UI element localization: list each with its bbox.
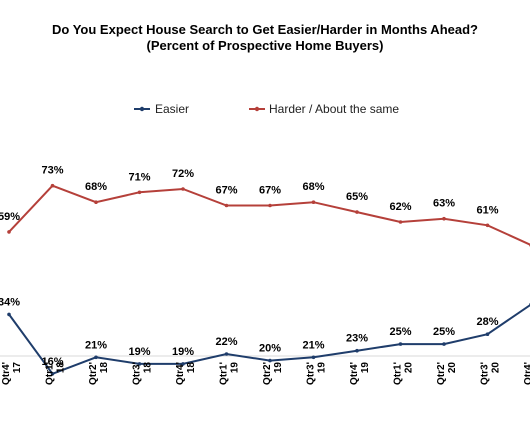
- x-tick-label: Qtr2'20: [436, 362, 458, 385]
- data-point-easier: [7, 312, 11, 317]
- data-label-easier: 25%: [433, 326, 455, 338]
- chart-title: Do You Expect House Search to Get Easier…: [0, 22, 530, 54]
- data-label-harder: 67%: [259, 185, 281, 197]
- data-point-easier: [94, 355, 98, 360]
- x-tick-label: Qtr3'20: [480, 362, 502, 385]
- data-label-easier: 23%: [346, 333, 368, 345]
- data-point-harder: [398, 220, 403, 224]
- data-label-harder: 73%: [41, 165, 63, 177]
- x-tick-label: Qtr4'18: [175, 362, 197, 385]
- data-label-harder: 61%: [476, 204, 498, 216]
- data-label-harder: 68%: [85, 181, 107, 193]
- data-point-harder: [7, 230, 11, 234]
- data-label-easier: 19%: [128, 346, 150, 358]
- chart-title-line: Do You Expect House Search to Get Easier…: [52, 22, 478, 37]
- x-tick-label: Qtr2'19: [262, 362, 284, 385]
- data-point-harder: [94, 200, 98, 204]
- x-tick-label: Qtr4'20: [523, 362, 530, 385]
- x-tick-label: Qtr4'17: [1, 362, 23, 385]
- data-label-harder: 72%: [172, 168, 194, 180]
- x-tick-label: Qtr1'18: [45, 362, 67, 385]
- data-point-harder: [181, 187, 185, 191]
- data-label-easier: 20%: [259, 343, 281, 355]
- data-label-harder: 67%: [215, 185, 237, 197]
- data-label-harder: 65%: [346, 191, 368, 203]
- data-point-harder: [268, 203, 272, 208]
- data-label-harder: 68%: [302, 181, 324, 193]
- data-label-easier: 34%: [0, 296, 20, 308]
- legend-label-easier: Easier: [155, 102, 189, 116]
- data-point-easier: [181, 362, 185, 366]
- data-label-easier: 16%: [41, 356, 63, 368]
- data-point-easier: [398, 342, 403, 346]
- data-label-easier: 22%: [215, 336, 237, 348]
- data-point-easier: [442, 342, 446, 346]
- data-label-harder: 71%: [128, 171, 150, 183]
- data-label-harder: 63%: [433, 198, 455, 210]
- data-label-easier: 21%: [85, 339, 107, 351]
- data-point-easier: [268, 358, 272, 363]
- chart-subtitle: (Percent of Prospective Home Buyers): [146, 38, 384, 53]
- series-harder: 59% 73% 68% 71% 72% 67% 67% 68% 65% 62% 63% 61%: [0, 165, 530, 247]
- data-label-harder: 59%: [0, 211, 20, 223]
- data-point-easier: [355, 348, 359, 353]
- data-point-easier: [485, 332, 490, 337]
- data-point-harder: [311, 200, 316, 204]
- data-point-harder: [485, 223, 490, 228]
- x-tick-label: Qtr3'19: [306, 362, 328, 385]
- data-point-harder: [50, 183, 55, 188]
- x-tick-labels: Qtr4'17 Qtr1'18 Qtr2'18 Qtr3'18 Qtr4'18 Qtr1'…: [1, 362, 530, 385]
- series-easier: 34% 16% 21% 19% 19% 22% 20% 21% 23% 25% 25% 28%: [0, 296, 530, 376]
- data-label-easier: 19%: [172, 346, 194, 358]
- data-point-harder: [442, 216, 446, 221]
- x-tick-label: Qtr4'19: [349, 362, 371, 385]
- x-tick-label: Qtr3'18: [132, 362, 154, 385]
- legend: Easier Harder / About the same: [134, 102, 399, 116]
- data-label-harder: 62%: [389, 201, 411, 213]
- data-point-easier: [311, 355, 316, 360]
- x-tick-label: Qtr1'19: [219, 362, 241, 385]
- legend-marker-easier: [139, 106, 145, 112]
- x-tick-label: Qtr2'18: [88, 362, 110, 385]
- data-point-easier: [50, 372, 55, 376]
- data-point-easier: [224, 352, 229, 356]
- data-point-easier: [137, 362, 142, 366]
- legend-marker-harder: [254, 106, 260, 112]
- data-point-harder: [355, 210, 359, 214]
- data-label-easier: 28%: [476, 316, 498, 328]
- x-tick-label: Qtr1'20: [393, 362, 415, 385]
- series-layer: 34% 16% 21% 19% 19% 22% 20% 21% 23% 25% 25% 28% 59% 7…: [0, 165, 530, 376]
- data-label-easier: 25%: [389, 326, 411, 338]
- data-label-easier: 21%: [302, 339, 324, 351]
- data-point-harder: [224, 203, 229, 208]
- legend-label-harder: Harder / About the same: [269, 102, 399, 116]
- data-point-harder: [137, 190, 142, 195]
